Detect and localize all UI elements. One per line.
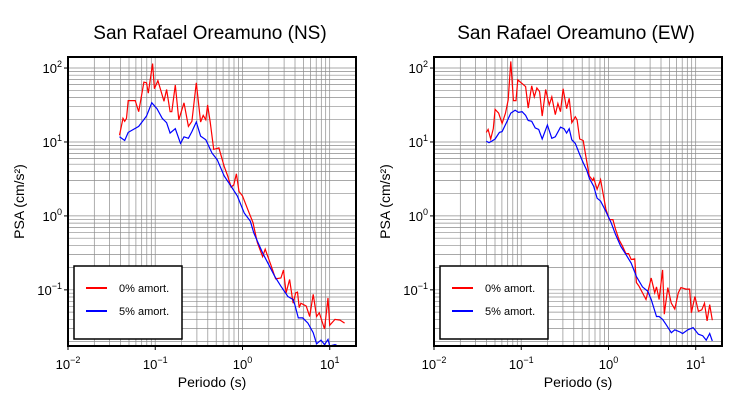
y-tick-base: 10 — [43, 209, 57, 224]
x-tick-exponent: 1 — [700, 355, 705, 365]
legend-box — [439, 265, 549, 340]
legend-label: 0% amort. — [485, 283, 535, 295]
y-tick-label: 102 — [43, 59, 62, 76]
y-tick-base: 10 — [409, 61, 423, 76]
y-tick-exponent: 2 — [423, 59, 428, 69]
x-tick-label: 100 — [599, 355, 618, 372]
series-line-0pct — [118, 63, 345, 330]
x-tick-exponent: −2 — [70, 355, 80, 365]
x-tick-base: 10 — [599, 357, 613, 372]
x-tick-label: 100 — [233, 355, 252, 372]
x-tick-exponent: −1 — [157, 355, 167, 365]
y-tick-base: 10 — [43, 61, 57, 76]
legend: 0% amort. 5% amort. — [439, 265, 549, 340]
y-tick-exponent: −1 — [418, 281, 428, 291]
series-line-5pct — [486, 109, 713, 342]
legend-label: 0% amort. — [119, 283, 169, 295]
y-tick-base: 10 — [403, 283, 417, 298]
x-tick-base: 10 — [509, 357, 523, 372]
x-tick-base: 10 — [56, 357, 70, 372]
y-tick-label: 101 — [409, 133, 428, 150]
x-tick-label: 10−1 — [509, 355, 534, 372]
x-tick-exponent: −2 — [436, 355, 446, 365]
x-tick-exponent: 0 — [613, 355, 618, 365]
y-tick-exponent: 1 — [57, 133, 62, 143]
x-tick-base: 10 — [233, 357, 247, 372]
series-line-0pct — [485, 61, 713, 321]
x-tick-label: 10−1 — [143, 355, 168, 372]
y-tick-base: 10 — [409, 209, 423, 224]
x-tick-exponent: 1 — [334, 355, 339, 365]
y-axis-label: PSA (cm/s²) — [11, 164, 27, 239]
chart-title: San Rafael Oreamuno (NS) — [93, 23, 326, 44]
y-tick-exponent: 0 — [423, 207, 428, 217]
x-tick-label: 101 — [320, 355, 339, 372]
x-tick-base: 10 — [143, 357, 157, 372]
y-tick-exponent: −1 — [52, 281, 62, 291]
y-tick-label: 100 — [43, 207, 62, 224]
y-tick-label: 10−1 — [403, 281, 428, 298]
legend: 0% amort. 5% amort. — [73, 265, 183, 340]
x-axis-label: Periodo (s) — [544, 374, 612, 390]
y-tick-exponent: 2 — [57, 59, 62, 69]
y-tick-label: 10−1 — [37, 281, 62, 298]
y-tick-exponent: 0 — [57, 207, 62, 217]
series-line-5pct — [119, 101, 337, 346]
y-tick-label: 102 — [409, 59, 428, 76]
legend-box — [73, 265, 183, 340]
x-tick-label: 10−2 — [56, 355, 81, 372]
y-axis-label: PSA (cm/s²) — [377, 164, 393, 239]
x-tick-exponent: −1 — [523, 355, 533, 365]
y-tick-base: 10 — [43, 135, 57, 150]
y-tick-label: 100 — [409, 207, 428, 224]
y-tick-label: 101 — [43, 133, 62, 150]
x-tick-exponent: 0 — [247, 355, 252, 365]
x-tick-label: 101 — [686, 355, 705, 372]
legend-label: 5% amort. — [119, 306, 169, 318]
y-tick-exponent: 1 — [423, 133, 428, 143]
plot-frame — [67, 56, 357, 347]
x-tick-base: 10 — [686, 357, 700, 372]
chart-title: San Rafael Oreamuno (EW) — [457, 23, 695, 44]
y-tick-base: 10 — [37, 283, 51, 298]
x-tick-base: 10 — [422, 357, 436, 372]
x-axis-label: Periodo (s) — [178, 374, 246, 390]
x-tick-base: 10 — [320, 357, 334, 372]
legend-label: 5% amort. — [485, 306, 535, 318]
plot-frame — [433, 56, 723, 347]
x-tick-label: 10−2 — [422, 355, 447, 372]
y-tick-base: 10 — [409, 135, 423, 150]
